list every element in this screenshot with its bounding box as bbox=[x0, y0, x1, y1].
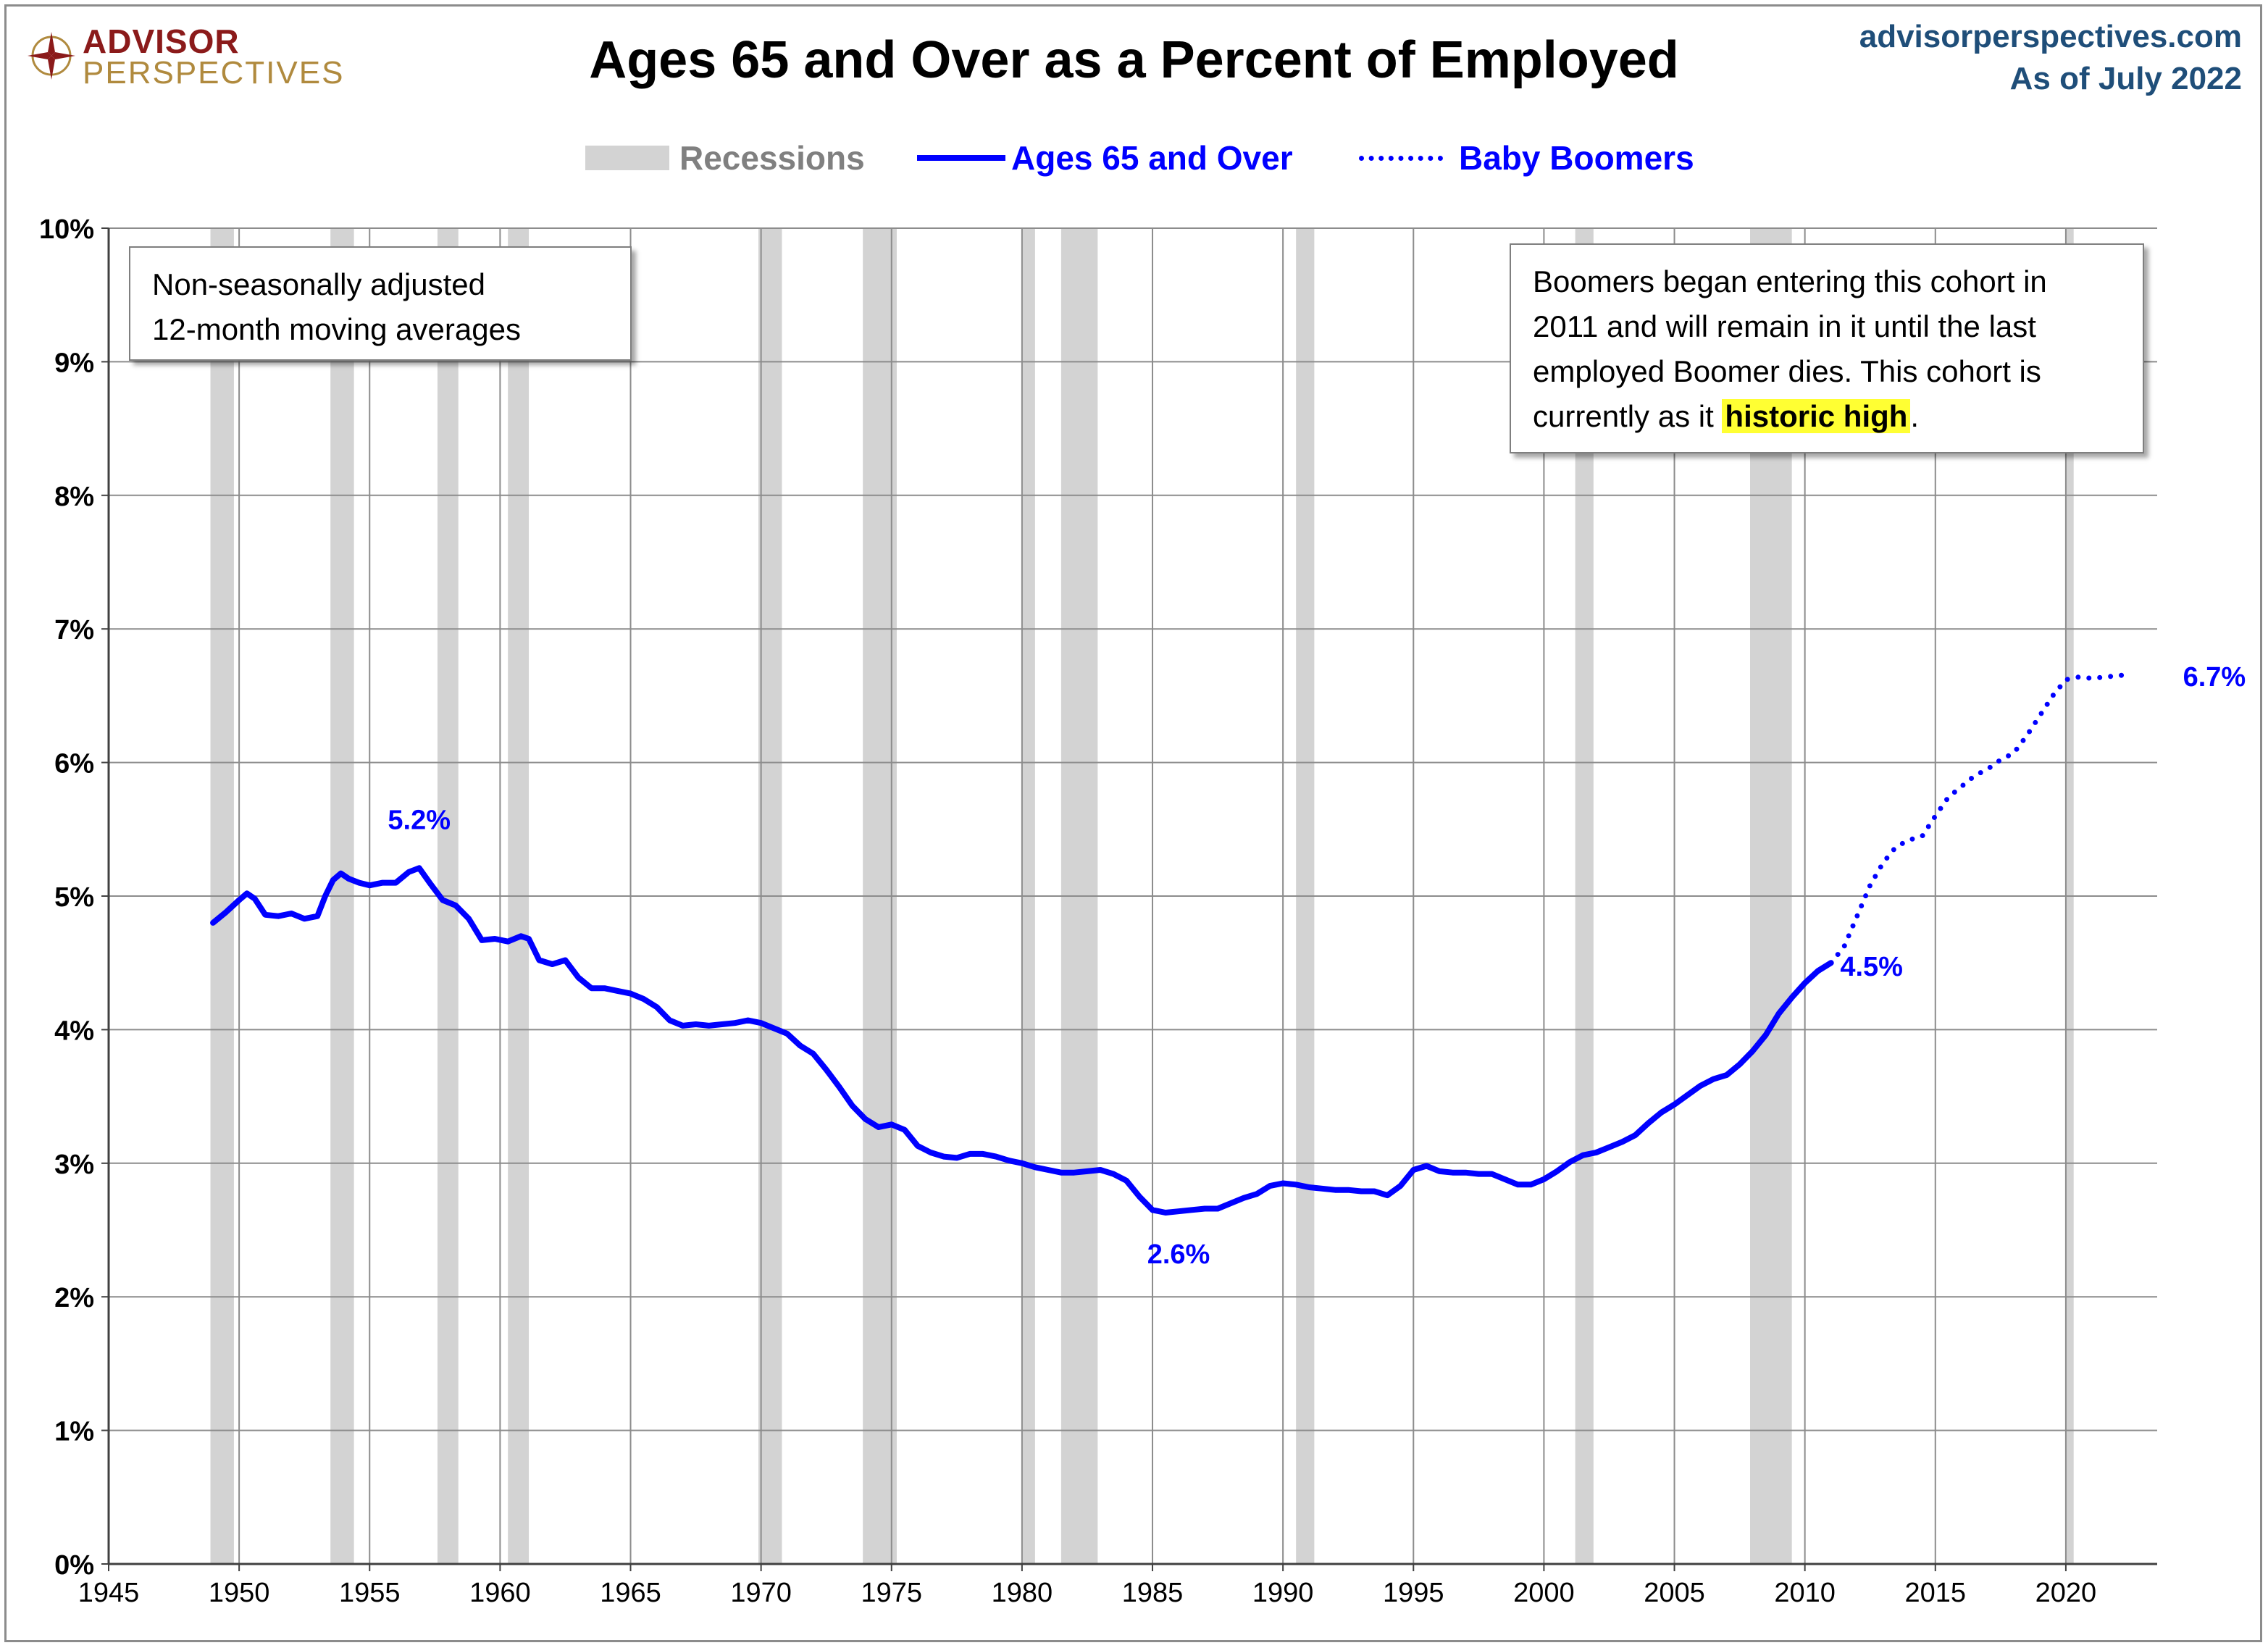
legend-boomers-label: Baby Boomers bbox=[1459, 139, 1694, 177]
y-tick-label: 9% bbox=[54, 348, 94, 378]
logo-text-top: ADVISOR bbox=[83, 22, 240, 60]
boomer-note-line3: employed Boomer dies. This cohort is bbox=[1533, 354, 2041, 388]
y-tick-label: 2% bbox=[54, 1283, 94, 1313]
boomer-note-line4-start: currently as it bbox=[1533, 399, 1723, 433]
legend: Recessions Ages 65 and Over Baby Boomers bbox=[0, 136, 2268, 180]
dotted-line-swatch bbox=[1359, 155, 1443, 161]
chart-frame bbox=[4, 4, 2262, 1642]
data-label: 2.6% bbox=[1147, 1239, 1210, 1270]
y-tick-label: 4% bbox=[54, 1016, 94, 1046]
chart-title: Ages 65 and Over as a Percent of Employe… bbox=[589, 31, 1679, 89]
y-tick-label: 7% bbox=[54, 615, 94, 645]
legend-ages65: Ages 65 and Over bbox=[917, 136, 1293, 180]
x-tick-label: 1950 bbox=[209, 1578, 270, 1608]
x-tick-label: 1985 bbox=[1122, 1578, 1184, 1608]
x-tick-label: 2005 bbox=[1644, 1578, 1705, 1608]
x-tick-label: 2020 bbox=[2035, 1578, 2097, 1608]
boomer-note: Boomers began entering this cohort in 20… bbox=[1510, 243, 2144, 453]
series-line-baby-boomers bbox=[1828, 672, 2134, 966]
y-tick-label: 1% bbox=[54, 1417, 94, 1447]
x-tick-label: 1945 bbox=[78, 1578, 140, 1608]
method-note-line2: 12-month moving averages bbox=[152, 312, 521, 346]
historic-high-highlight: historic high bbox=[1722, 399, 1911, 433]
x-tick-label: 1995 bbox=[1383, 1578, 1444, 1608]
x-tick-label: 1975 bbox=[861, 1578, 922, 1608]
x-tick-label: 1960 bbox=[469, 1578, 531, 1608]
series-line-ages-65 bbox=[210, 865, 1834, 1216]
advisor-perspectives-logo: ADVISOR PERSPECTIVES bbox=[26, 20, 343, 93]
boomer-note-line4: currently as it historic high. bbox=[1533, 394, 2143, 439]
method-note: Non-seasonally adjusted 12-month moving … bbox=[129, 246, 632, 361]
y-tick-label: 5% bbox=[54, 882, 94, 913]
y-tick-label: 8% bbox=[54, 482, 94, 512]
legend-recessions-label: Recessions bbox=[679, 139, 865, 177]
logo-text-bottom: PERSPECTIVES bbox=[83, 55, 345, 91]
x-tick-label: 1980 bbox=[992, 1578, 1053, 1608]
x-tick-label: 1965 bbox=[600, 1578, 661, 1608]
compass-icon bbox=[28, 32, 75, 80]
x-tick-label: 2000 bbox=[1513, 1578, 1575, 1608]
source-block: advisorperspectives.com As of July 2022 bbox=[1859, 16, 2242, 100]
legend-recessions: Recessions bbox=[585, 136, 865, 180]
site-url: advisorperspectives.com bbox=[1859, 19, 2242, 54]
as-of-date: As of July 2022 bbox=[2009, 61, 2242, 96]
x-tick-label: 2010 bbox=[1774, 1578, 1836, 1608]
y-tick-label: 6% bbox=[54, 749, 94, 779]
legend-boomers: Baby Boomers bbox=[1359, 136, 1694, 180]
boomer-note-line4-end: . bbox=[1910, 399, 1920, 433]
y-tick-label: 3% bbox=[54, 1150, 94, 1180]
x-tick-label: 2015 bbox=[1905, 1578, 1967, 1608]
data-label: 5.2% bbox=[388, 805, 451, 835]
boomer-note-line1: Boomers began entering this cohort in bbox=[1533, 264, 2047, 298]
recession-swatch bbox=[585, 146, 669, 170]
boomer-note-line2: 2011 and will remain in it until the las… bbox=[1533, 309, 2036, 343]
legend-ages65-label: Ages 65 and Over bbox=[1011, 139, 1293, 177]
y-tick-label: 10% bbox=[39, 214, 94, 245]
solid-line-swatch bbox=[917, 155, 1005, 161]
data-label: 4.5% bbox=[1840, 952, 1903, 982]
data-label: 6.7% bbox=[2183, 662, 2246, 693]
x-tick-label: 1990 bbox=[1252, 1578, 1314, 1608]
y-tick-label: 0% bbox=[54, 1550, 94, 1581]
x-tick-label: 1955 bbox=[339, 1578, 401, 1608]
method-note-line1: Non-seasonally adjusted bbox=[152, 267, 485, 301]
x-tick-label: 1970 bbox=[730, 1578, 792, 1608]
